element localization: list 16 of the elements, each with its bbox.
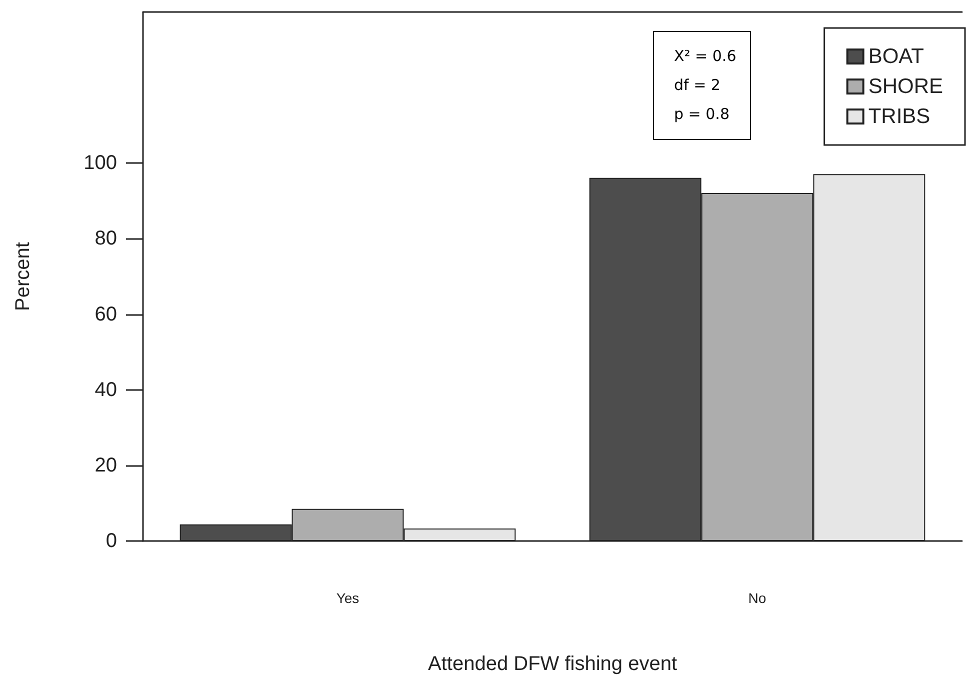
x-tick-label: Yes (336, 590, 360, 606)
legend-label: SHORE (868, 75, 944, 98)
annotation: df = 2 (674, 75, 722, 96)
x-axis-title: Attended DFW fishing event (428, 653, 678, 675)
y-tick-label: 20 (94, 454, 117, 476)
y-tick-label: 0 (106, 530, 117, 552)
y-tick-label: 40 (94, 378, 117, 401)
annotation: p = 0.8 (674, 104, 730, 125)
y-tick-label: 60 (94, 303, 117, 326)
y-tick-label: 80 (94, 228, 117, 250)
annotation: X² = 0.6 (674, 46, 736, 67)
y-axis-title: Percent (12, 242, 34, 311)
legend-label: TRIBS (868, 105, 930, 128)
legend-label: BOAT (868, 45, 924, 68)
x-tick-label: No (748, 590, 766, 606)
y-tick-label: 100 (84, 152, 117, 174)
